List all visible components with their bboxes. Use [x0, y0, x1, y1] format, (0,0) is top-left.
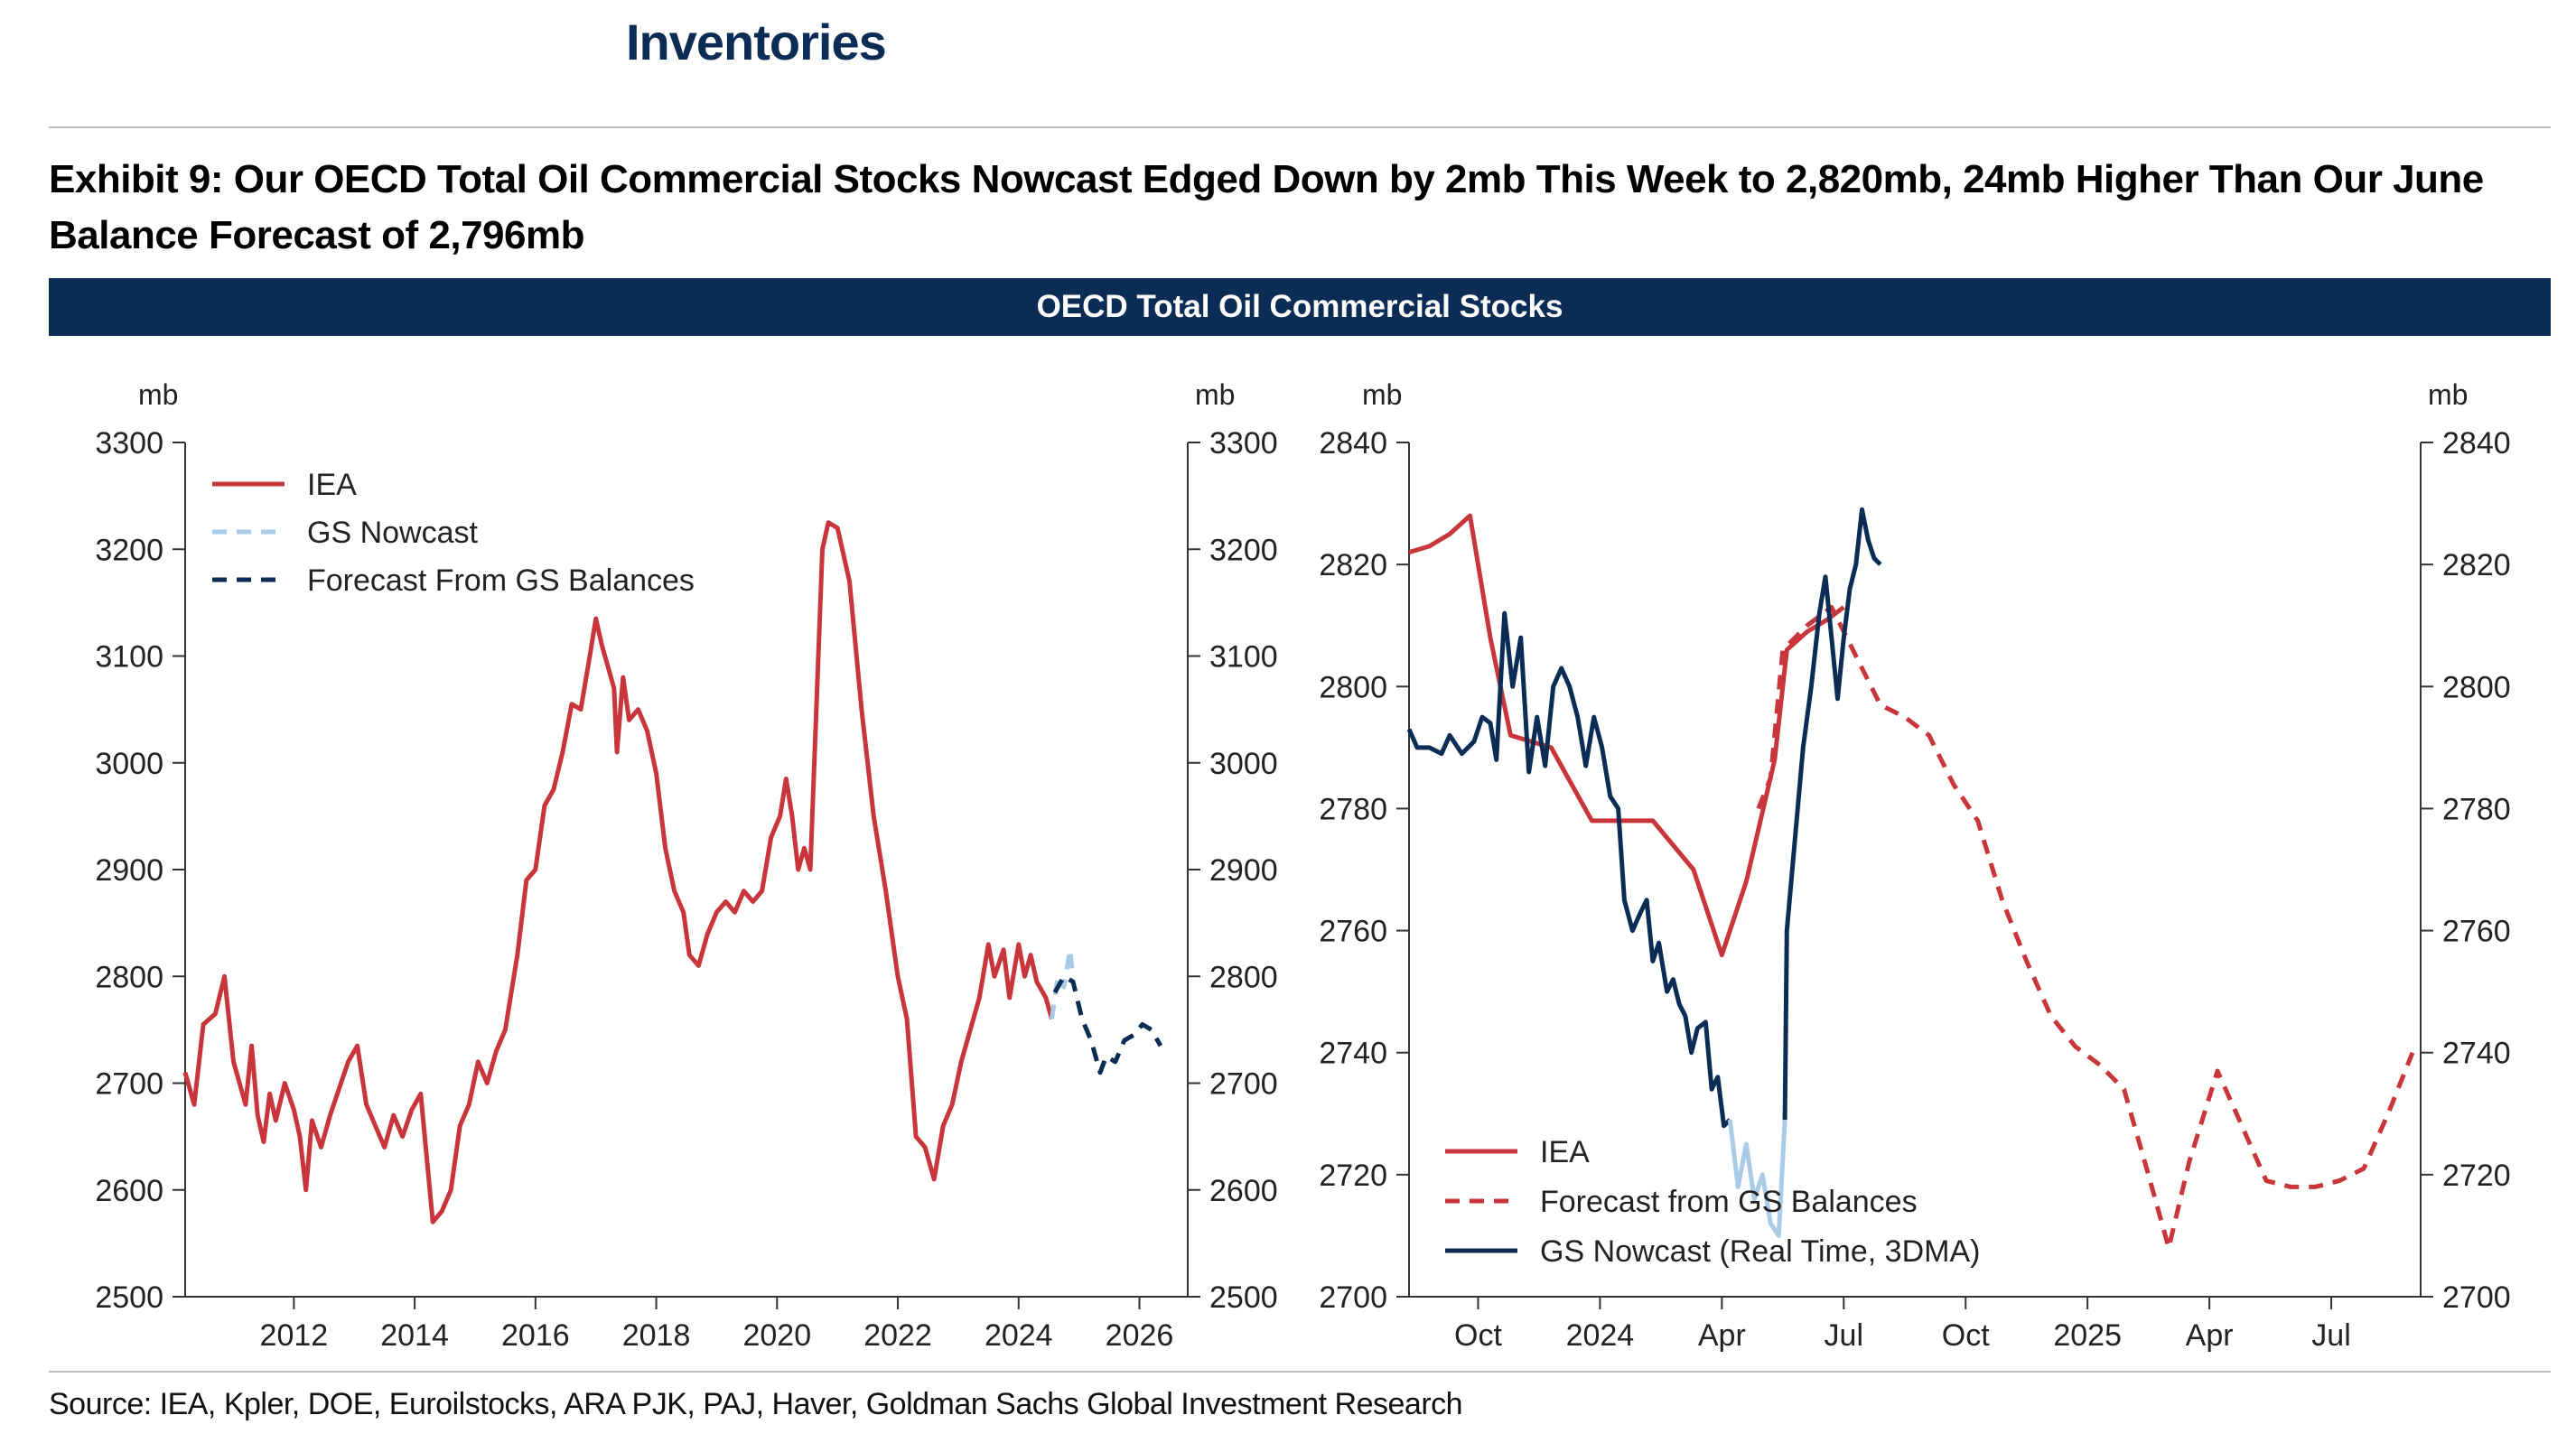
left-y-tick-label-right: 2700: [1209, 1067, 1278, 1102]
left-y-tick-label-right: 2500: [1209, 1280, 1278, 1315]
left-y-tick-label-right: 3300: [1209, 426, 1278, 461]
right-y-tick-label-left: 2720: [1319, 1159, 1387, 1193]
left-y-tick-label-left: 2700: [95, 1067, 163, 1102]
right-y-tick-label-left: 2740: [1319, 1037, 1387, 1071]
right-series-gs-nowcast-real-time-3dma: [1406, 610, 1732, 1129]
right-y-tick-label-left: 2780: [1319, 792, 1387, 826]
left-y-tick-label-left: 2900: [95, 853, 163, 888]
left-legend-label: GS Nowcast: [307, 516, 478, 550]
right-y-tick-label-right: 2720: [2442, 1159, 2511, 1193]
left-y-tick-label-right: 3200: [1209, 533, 1278, 567]
left-x-tick-label: 2024: [985, 1318, 1053, 1353]
left-y-tick-label-left: 3300: [95, 426, 163, 461]
left-y-tick-label-left: 3000: [95, 747, 163, 781]
left-y-tick-label-left: 3200: [95, 533, 163, 567]
right-y-tick-label-left: 2840: [1319, 426, 1387, 461]
right-y-tick-label-right: 2700: [2442, 1280, 2511, 1315]
right-y-tick-label-right: 2840: [2442, 426, 2511, 461]
left-legend-label: IEA: [307, 468, 357, 502]
right-unit-label-left: mb: [1362, 378, 1402, 411]
left-unit-label-right: mb: [1195, 378, 1235, 411]
right-legend-label: IEA: [1540, 1135, 1590, 1169]
right-unit-label-right: mb: [2428, 378, 2468, 411]
right-y-tick-label-left: 2760: [1319, 915, 1387, 949]
right-x-tick-label: Oct: [1942, 1318, 1990, 1353]
left-x-tick-label: 2026: [1106, 1318, 1174, 1353]
right-series-gs-nowcast-real-time-3dma-gap: [1727, 1119, 1787, 1238]
left-y-tick-label-right: 2900: [1209, 853, 1278, 888]
left-x-tick-label: 2016: [501, 1318, 570, 1353]
left-y-tick-label-right: 2800: [1209, 960, 1278, 994]
left-x-tick-label: 2020: [742, 1318, 811, 1353]
bottom-divider: [49, 1371, 2551, 1373]
top-divider: [49, 126, 2551, 128]
right-y-tick-label-right: 2760: [2442, 915, 2511, 949]
right-y-tick-label-left: 2820: [1319, 548, 1387, 582]
left-x-tick-label: 2018: [622, 1318, 691, 1353]
right-x-tick-label: 2025: [2053, 1318, 2122, 1353]
right-legend-label: Forecast from GS Balances: [1540, 1185, 1918, 1219]
left-x-tick-label: 2014: [380, 1318, 449, 1353]
left-x-tick-label: 2012: [260, 1318, 329, 1353]
right-x-tick-label: Oct: [1454, 1318, 1502, 1353]
right-x-tick-label: Apr: [2186, 1318, 2234, 1353]
right-y-tick-label-left: 2800: [1319, 670, 1387, 704]
left-x-tick-label: 2022: [863, 1318, 932, 1353]
right-x-tick-label: Apr: [1698, 1318, 1746, 1353]
chart-banner: OECD Total Oil Commercial Stocks: [49, 278, 2551, 336]
right-x-tick-label: 2024: [1566, 1318, 1635, 1353]
left-series-iea: [182, 520, 1054, 1224]
left-y-tick-label-right: 3000: [1209, 747, 1278, 781]
section-title: Inventories: [626, 14, 887, 70]
left-y-tick-label-right: 2600: [1209, 1174, 1278, 1208]
right-y-tick-label-right: 2740: [2442, 1037, 2511, 1071]
left-y-tick-label-right: 3100: [1209, 640, 1278, 675]
left-y-tick-label-left: 2800: [95, 960, 163, 994]
right-x-tick-label: Jul: [1825, 1318, 1863, 1353]
right-y-tick-label-left: 2700: [1319, 1280, 1387, 1315]
right-series-gs-nowcast-real-time-3dma-recovery: [1782, 507, 1882, 1121]
left-y-tick-label-left: 2600: [95, 1174, 163, 1208]
right-series-forecast-from-gs-balances: [1756, 604, 2415, 1251]
exhibit-title: Exhibit 9: Our OECD Total Oil Commercial…: [49, 157, 2484, 257]
right-legend-label: GS Nowcast (Real Time, 3DMA): [1540, 1234, 1980, 1269]
right-series-iea: [1408, 513, 1845, 958]
left-series-forecast-from-gs-balances: [1052, 973, 1163, 1075]
right-y-tick-label-right: 2780: [2442, 792, 2511, 826]
right-y-tick-label-right: 2820: [2442, 548, 2511, 582]
right-y-tick-label-right: 2800: [2442, 670, 2511, 704]
source-note: Source: IEA, Kpler, DOE, Euroilstocks, A…: [49, 1387, 1463, 1421]
left-unit-label-left: mb: [138, 378, 178, 411]
left-y-tick-label-left: 2500: [95, 1280, 163, 1315]
right-x-tick-label: Jul: [2311, 1318, 2350, 1353]
left-y-tick-label-left: 3100: [95, 640, 163, 675]
left-series-gs-nowcast: [1050, 947, 1076, 1019]
left-legend-label: Forecast From GS Balances: [307, 563, 695, 598]
